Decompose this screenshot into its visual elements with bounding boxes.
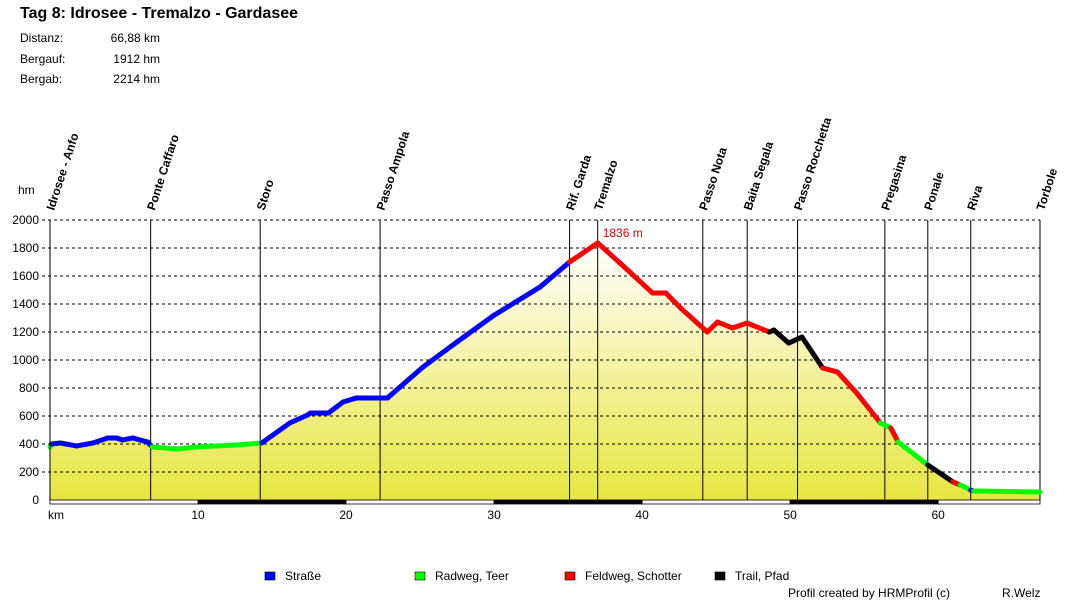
waypoint-label: Pregasina: [878, 153, 909, 212]
waypoint-label: Passo Rocchetta: [791, 115, 834, 212]
profile-segment-radweg: [895, 439, 931, 468]
chart-title: Tag 8: Idrosee - Tremalzo - Gardasee: [20, 5, 299, 22]
y-tick-label: 1600: [12, 269, 39, 283]
profile-segment-strasse: [74, 440, 96, 449]
stat-ascent: Bergauf: 1912 hm: [20, 52, 160, 66]
profile-segment-strasse: [57, 440, 80, 449]
x-tick-label: 30: [487, 508, 501, 522]
legend-swatch-feldweg: [564, 571, 576, 581]
y-tick-label: 1400: [12, 297, 39, 311]
profile-segment-feldweg: [595, 240, 623, 266]
x-tick-label: 10: [191, 508, 205, 522]
profile-segment-strasse: [130, 435, 151, 445]
waypoint-label: Ponale: [921, 170, 947, 212]
stat-label: Bergab:: [20, 72, 63, 86]
profile-segment-feldweg: [744, 320, 772, 335]
waypoint-label: Torbole: [1034, 166, 1061, 212]
x-tick-label: 20: [339, 508, 353, 522]
x-tick-label: 40: [635, 508, 649, 522]
profile-segment-feldweg: [567, 240, 601, 265]
waypoint-label: Riva: [964, 183, 985, 212]
y-tick-label: 1200: [12, 325, 39, 339]
legend-swatch-trail: [714, 571, 726, 581]
km-scale-bar: [641, 499, 791, 505]
profile-segment-feldweg: [729, 320, 750, 331]
profile-segment-strasse: [385, 364, 426, 401]
profile-segment-radweg: [971, 488, 1043, 495]
km-scale-bar: [789, 499, 939, 505]
profile-segment-feldweg: [663, 290, 684, 311]
profile-segment-feldweg: [617, 260, 655, 296]
km-scale-bar: [937, 499, 1041, 505]
profile-segment-trail: [925, 462, 956, 485]
y-tick-label: 600: [19, 409, 39, 423]
y-tick-label: 1000: [12, 353, 39, 367]
y-tick-label: 800: [19, 381, 39, 395]
author-text: R.Welz: [1002, 586, 1040, 600]
profile-segment-trail: [771, 327, 792, 346]
profile-segment-strasse: [420, 339, 460, 370]
y-tick-label: 0: [32, 493, 39, 507]
profile-segment-radweg: [174, 444, 200, 452]
legend-swatch-radweg: [414, 571, 426, 581]
legend-label: Feldweg, Schotter: [585, 569, 682, 583]
waypoint-label: Ponte Caffaro: [144, 133, 182, 212]
waypoint-label: Rif. Garda: [563, 153, 594, 212]
y-axis-label: hm: [18, 183, 35, 197]
stat-distance: Distanz: 66,88 km: [20, 31, 160, 45]
profile-segment-radweg: [194, 442, 240, 450]
stat-label: Distanz:: [20, 31, 64, 45]
waypoint-label: Baita Segala: [741, 139, 776, 212]
waypoint-label: Passo Nota: [696, 145, 730, 212]
profile-segment-strasse: [491, 284, 543, 318]
peak-label: 1836 m: [603, 226, 643, 240]
y-tick-label: 200: [19, 465, 39, 479]
profile-segment-radweg: [234, 440, 265, 448]
x-tick-label: 50: [783, 508, 797, 522]
legend-label: Radweg, Teer: [435, 569, 509, 583]
profile-segment-strasse: [325, 399, 346, 416]
x-axis-label: km: [48, 508, 64, 522]
legend-label: Trail, Pfad: [735, 569, 789, 583]
waypoint-label: Tremalzo: [591, 158, 620, 212]
credit-text: Profil created by HRMProfil (c): [788, 586, 950, 600]
profile-area: [50, 242, 1040, 500]
legend-swatch-strasse: [264, 571, 276, 581]
profile-segment-trail: [799, 334, 826, 371]
profile-segment-radweg: [149, 444, 180, 452]
y-tick-label: 2000: [12, 213, 39, 227]
km-scale-bar: [49, 499, 199, 505]
stat-value: 1912 hm: [113, 52, 160, 66]
waypoint-label: Storo: [254, 178, 277, 212]
profile-segment-strasse: [287, 412, 311, 426]
y-tick-label: 400: [19, 437, 39, 451]
profile-segment-feldweg: [820, 365, 840, 375]
stat-value: 2214 hm: [113, 72, 160, 86]
profile-segment-strasse: [537, 259, 573, 290]
profile-segment-feldweg: [678, 305, 710, 335]
waypoint-label: Idrosee - Anfo: [44, 131, 82, 212]
profile-segment-strasse: [90, 435, 111, 446]
km-scale-bar: [197, 499, 347, 505]
profile-segment-feldweg: [854, 390, 883, 426]
profile-segment-strasse: [454, 312, 497, 345]
y-tick-label: 1800: [12, 241, 39, 255]
profile-segment-feldweg: [835, 369, 860, 396]
stat-descent: Bergab: 2214 hm: [20, 72, 160, 86]
profile-segment-feldweg: [888, 425, 901, 445]
legend-label: Straße: [285, 569, 321, 583]
x-tick-label: 60: [931, 508, 945, 522]
profile-segment-strasse: [259, 420, 293, 446]
km-scale-bar: [493, 499, 643, 505]
waypoint-label: Passo Ampola: [374, 129, 413, 212]
stat-value: 66,88 km: [110, 31, 160, 45]
km-scale-bar: [345, 499, 495, 505]
profile-segment-feldweg: [715, 319, 735, 331]
stat-label: Bergauf:: [20, 52, 66, 66]
